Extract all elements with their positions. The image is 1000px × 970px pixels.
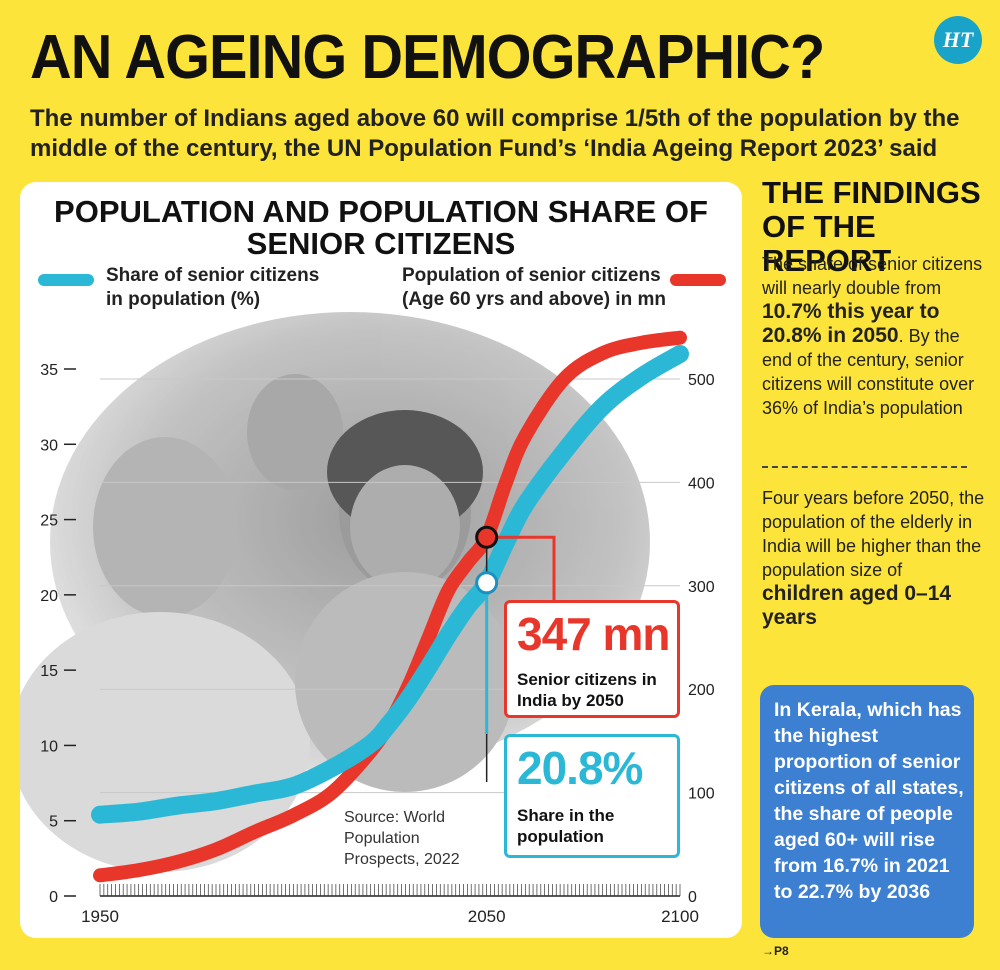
legend-pop-line2: (Age 60 yrs and above) in mn (402, 289, 666, 310)
legend-share-label: Share of senior citizens in population (… (106, 264, 366, 312)
right-axis-tick-label: 200 (688, 682, 715, 699)
pop-2050-marker (475, 525, 499, 549)
left-axis-tick-label: 5 (49, 814, 58, 831)
findings-title-line: OF THE REPORT (762, 209, 892, 278)
kerala-box: In Kerala, which has the highest proport… (760, 685, 974, 938)
right-axis-tick-label: 400 (688, 475, 715, 492)
pop-callout: 347 mn Senior citizens in India by 2050 (504, 600, 680, 718)
share-callout-label-line: Share in the (517, 806, 615, 825)
finding-2-highlight: children aged 0–14 years (762, 582, 952, 629)
left-axis-tick-label: 20 (40, 588, 58, 605)
pop-callout-value: 347 mn (517, 608, 671, 660)
findings-title: THE FINDINGS OF THE REPORT (762, 176, 987, 278)
source-line: Source: World (344, 809, 446, 826)
left-axis-tick-label: 25 (40, 513, 58, 530)
left-axis-tick-label: 30 (40, 437, 58, 454)
chart-title: POPULATION AND POPULATION SHARE OF SENIO… (20, 196, 742, 260)
population-series-line (93, 330, 687, 883)
source-line: Prospects, 2022 (344, 851, 460, 868)
headline: AN AGEING DEMOGRAPHIC? (30, 23, 825, 92)
chart-title-line: POPULATION AND POPULATION SHARE OF (54, 194, 708, 229)
page-reference: →P8 (762, 944, 789, 958)
findings-title-line: THE FINDINGS (762, 175, 981, 210)
photo-backdrop (20, 312, 650, 872)
legend-share-swatch (38, 274, 94, 286)
right-axis-tick-label: 100 (688, 786, 715, 803)
pop-leader-line (496, 535, 556, 600)
share-callout: 20.8% Share in the population (504, 734, 680, 858)
legend-pop-line1: Population of senior citizens (402, 265, 661, 286)
x-axis-tick-label: 1950 (81, 907, 119, 926)
finding-2-text: Four years before 2050, the population o… (762, 488, 985, 580)
source-note: Source: World Population Prospects, 2022 (344, 807, 460, 870)
pop-callout-label: Senior citizens in India by 2050 (517, 669, 657, 711)
findings-divider (762, 466, 967, 468)
chart-plot: 0 100 200 300 400 500 0 5 10 15 20 25 30 35 1950 2050 21… (20, 312, 715, 926)
chart-panel: POPULATION AND POPULATION SHARE OF SENIO… (20, 182, 742, 938)
left-axis-tick-label: 10 (40, 738, 58, 755)
subheadline: The number of Indians aged above 60 will… (30, 105, 960, 162)
finding-1-text-end: . By the end of the century, senior citi… (762, 326, 975, 418)
share-callout-value: 20.8% (517, 742, 643, 794)
chart-title-line: SENIOR CITIZENS (246, 226, 516, 261)
share-2050-marker (475, 571, 499, 595)
right-axis-tick-label: 0 (688, 889, 697, 906)
left-axis-tick-label: 0 (49, 889, 58, 906)
axes: 0 100 200 300 400 500 0 5 10 15 20 25 30 35 1950 2050 21… (40, 362, 715, 926)
legend-pop-label: Population of senior citizens (Age 60 yr… (402, 264, 672, 312)
left-axis-tick-label: 15 (40, 663, 58, 680)
finding-1-text: The share of senior citizens will nearly… (762, 254, 983, 298)
annotation-layer (475, 525, 556, 782)
finding-1-highlight: 10.7% this year to 20.8% in 2050 (762, 300, 940, 347)
ht-logo: HT (934, 16, 982, 64)
share-callout-label: Share in the population (517, 805, 614, 847)
legend-share-line2: in population (%) (106, 289, 261, 310)
kerala-text: In Kerala, which has the highest proport… (774, 699, 964, 903)
right-axis-tick-label: 300 (688, 579, 715, 596)
series-layer (91, 330, 689, 883)
share-callout-label-line: population (517, 827, 604, 846)
source-line: Population (344, 830, 420, 847)
x-axis-tick-label: 2100 (661, 907, 699, 926)
right-axis-tick-label: 500 (688, 372, 715, 389)
x-axis-tick-label: 2050 (468, 907, 506, 926)
pop-callout-label-line: Senior citizens in (517, 670, 657, 689)
share-series-line (91, 344, 689, 824)
pop-callout-label-line: India by 2050 (517, 691, 624, 710)
finding-paragraph-1: The share of senior citizens will nearly… (762, 252, 987, 420)
legend-pop-swatch (670, 274, 726, 286)
left-axis-tick-label: 35 (40, 362, 58, 379)
legend-share-line1: Share of senior citizens (106, 265, 320, 286)
finding-paragraph-2: Four years before 2050, the population o… (762, 486, 987, 630)
